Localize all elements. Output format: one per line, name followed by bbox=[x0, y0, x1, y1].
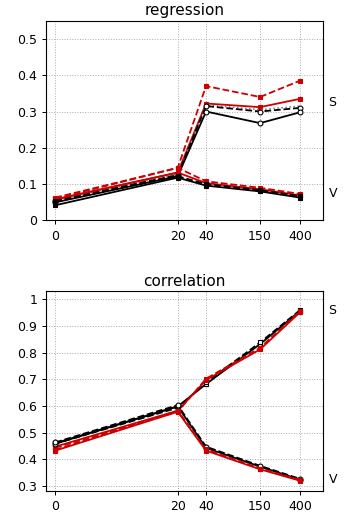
Text: V: V bbox=[329, 473, 337, 486]
Text: V: V bbox=[329, 188, 337, 201]
Title: correlation: correlation bbox=[143, 274, 226, 289]
Text: S: S bbox=[329, 96, 337, 109]
Text: S: S bbox=[329, 305, 337, 317]
Title: regression: regression bbox=[144, 3, 225, 18]
